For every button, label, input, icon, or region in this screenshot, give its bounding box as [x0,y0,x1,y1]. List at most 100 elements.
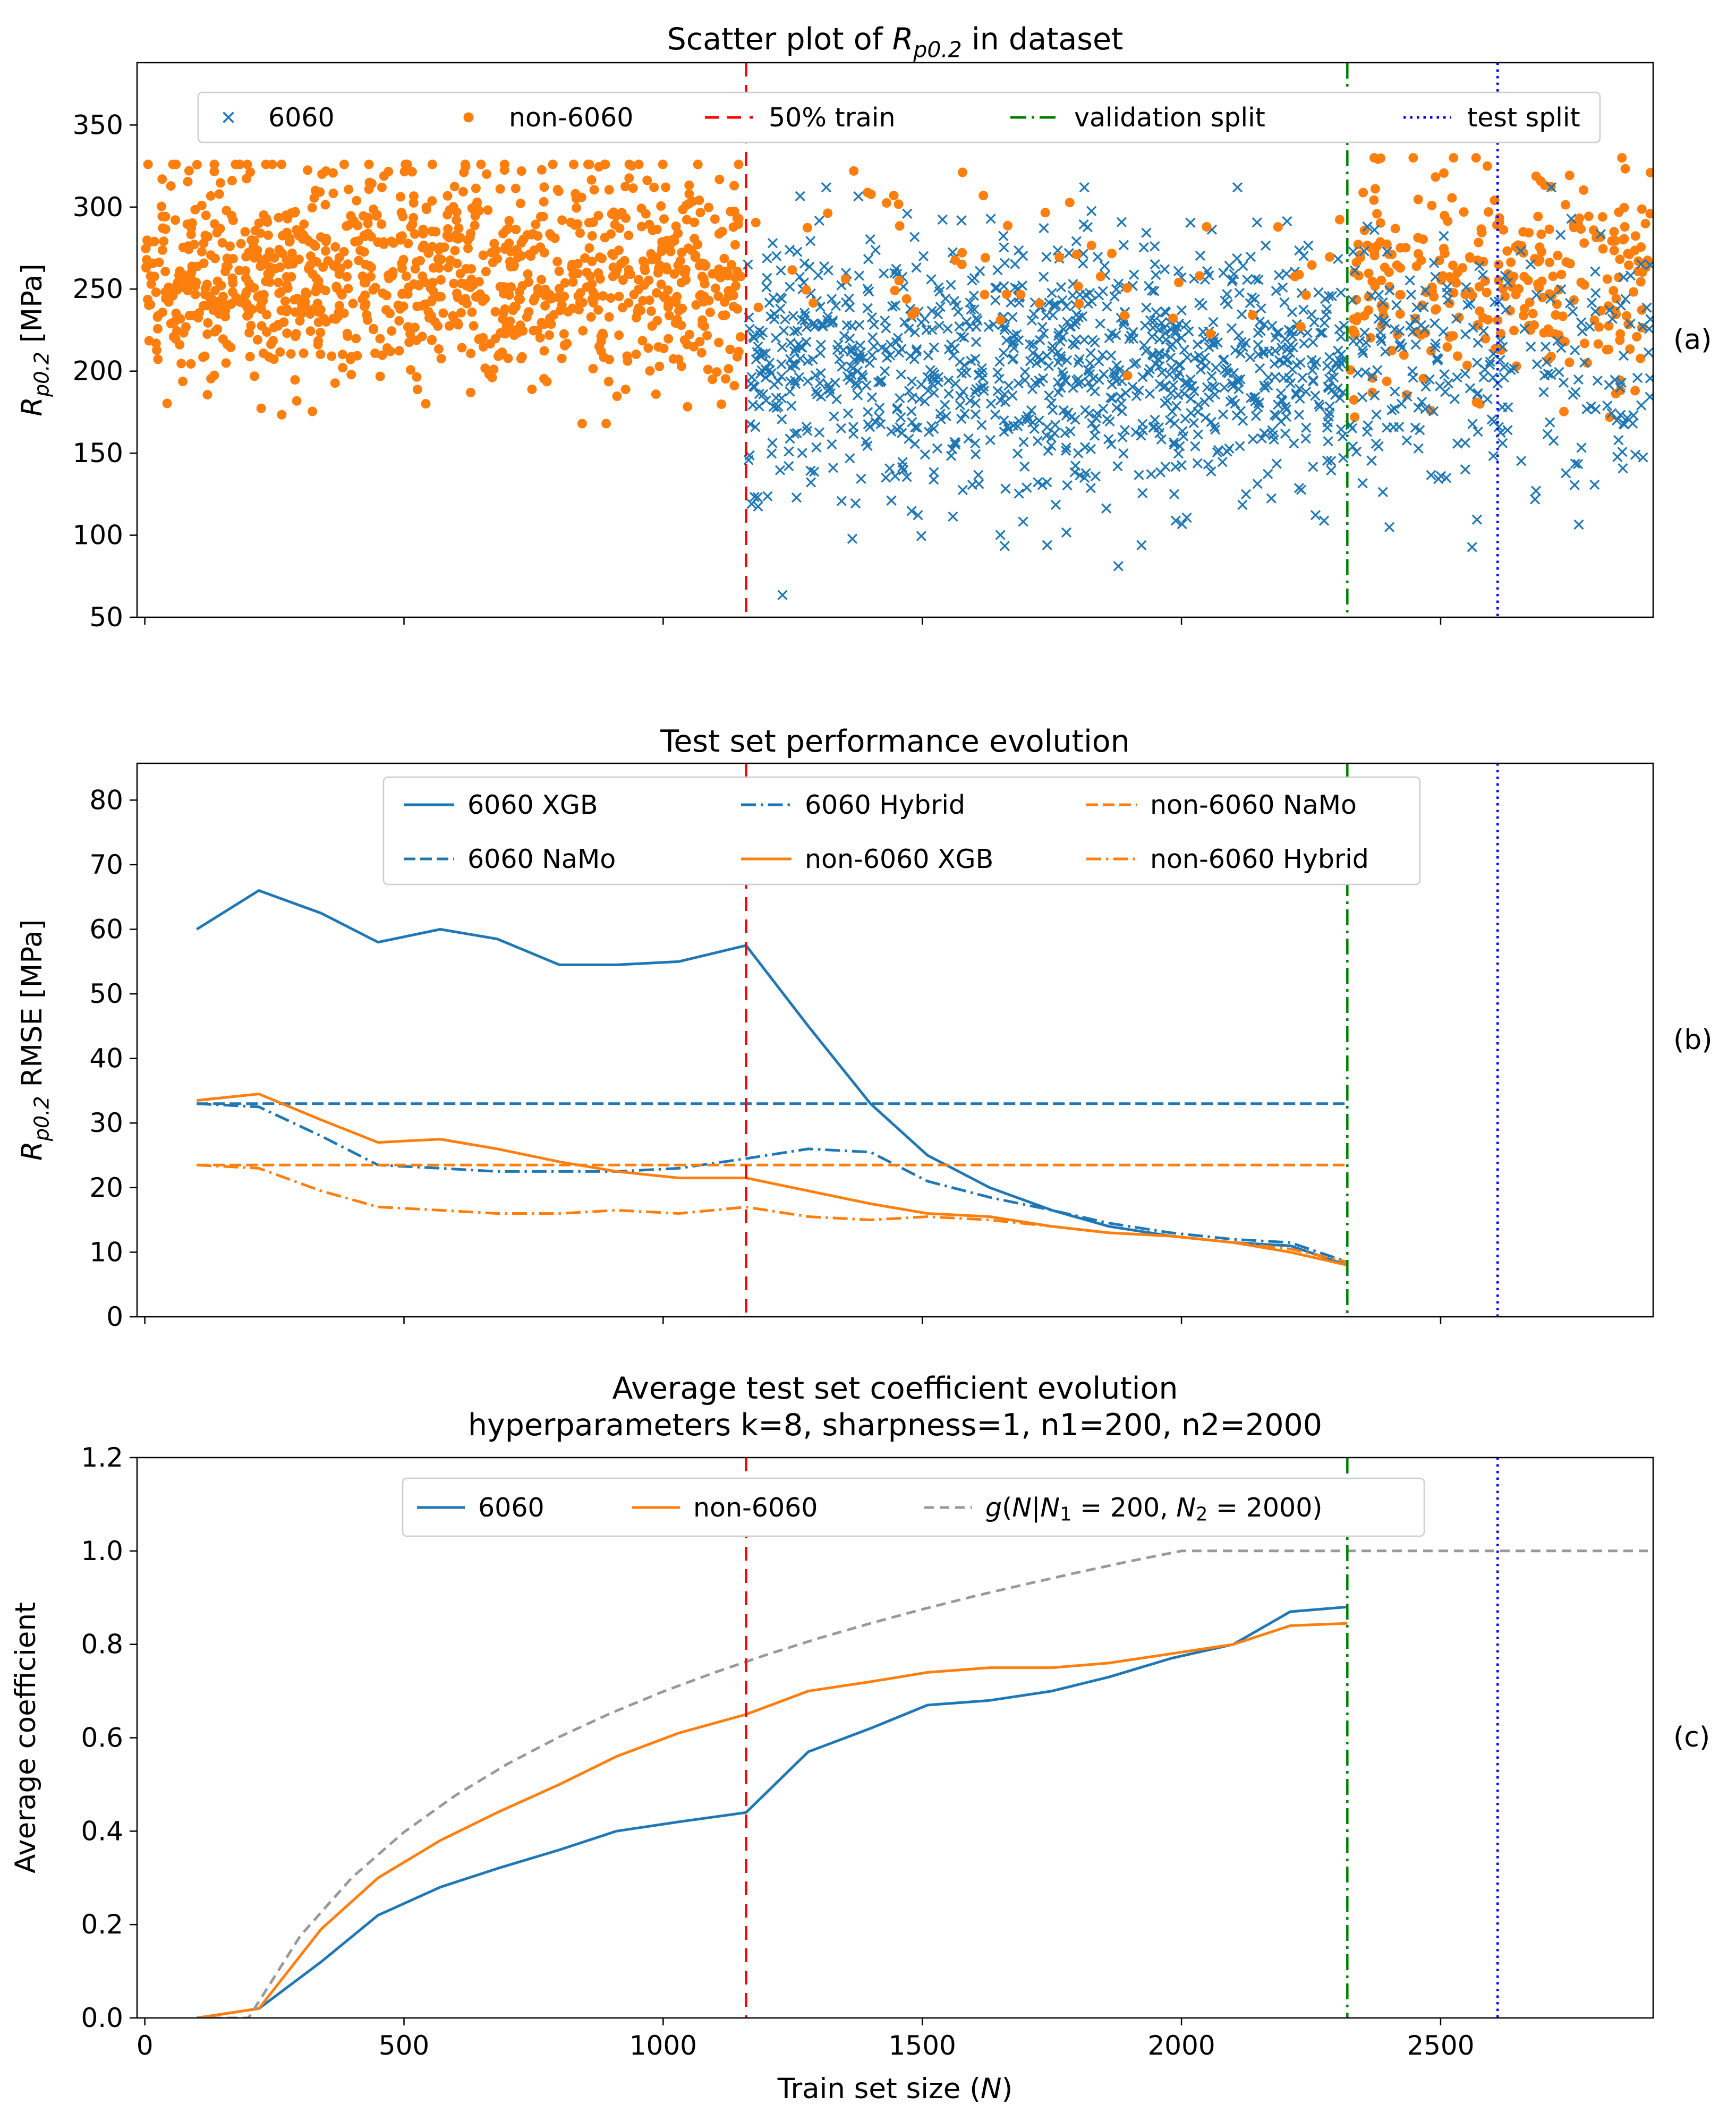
marker-dot-non6060 [1367,373,1377,383]
marker-x-6060 [1287,331,1298,342]
marker-dot-non6060 [618,275,628,285]
marker-x-6060 [1429,318,1440,329]
marker-dot-non6060 [720,310,730,320]
marker-x-6060 [790,360,801,371]
marker-dot-non6060 [620,182,630,192]
marker-x-6060 [909,327,920,338]
marker-x-6060 [881,344,892,355]
marker-dot-non6060 [1354,271,1364,280]
marker-dot-non6060 [546,294,556,304]
marker-x-6060 [1332,383,1343,394]
marker-x-6060 [891,263,901,274]
marker-x-6060 [978,381,989,392]
marker-dot-non6060 [649,182,659,192]
marker-x-6060 [1519,323,1530,334]
y-tick-label: 30 [89,1108,123,1138]
marker-dot-non6060 [1478,313,1488,323]
marker-dot-non6060 [682,215,692,225]
marker-x-6060 [1424,374,1435,385]
marker-x-6060 [1485,356,1495,367]
marker-dot-non6060 [711,283,721,293]
marker-x-6060 [1165,352,1176,363]
marker-dot-non6060 [404,337,414,347]
marker-x-6060 [865,234,875,245]
marker-dot-non6060 [1636,353,1646,363]
marker-x-6060 [1144,388,1155,399]
marker-x-6060 [1324,352,1335,362]
marker-dot-non6060 [287,248,297,258]
marker-x-6060 [943,344,955,355]
marker-x-6060 [1351,446,1362,457]
marker-x-6060 [1043,361,1054,371]
marker-x-6060 [1394,326,1405,336]
marker-x-6060 [1236,309,1247,320]
marker-dot-non6060 [445,205,455,215]
marker-dot-non6060 [273,277,283,287]
marker-x-6060 [1181,512,1192,523]
marker-x-6060 [844,302,855,313]
marker-dot-non6060 [305,309,315,319]
marker-dot-non6060 [677,361,686,371]
marker-dot-non6060 [316,350,326,359]
marker-dot-non6060 [342,328,352,338]
marker-dot-non6060 [1413,194,1423,205]
marker-x-6060 [1359,327,1370,338]
marker-x-6060 [1092,408,1102,419]
marker-dot-non6060 [444,321,454,331]
marker-dot-non6060 [1382,376,1392,386]
marker-x-6060 [1318,515,1330,526]
marker-dot-non6060 [439,242,449,252]
marker-dot-non6060 [1474,237,1484,248]
marker-x-6060 [814,378,826,388]
marker-dot-non6060 [1369,195,1379,205]
marker-dot-non6060 [1589,315,1599,325]
marker-dot-non6060 [418,243,428,253]
marker-x-6060 [1057,295,1068,306]
marker-x-6060 [1053,330,1063,341]
marker-x-6060 [1232,253,1243,264]
series-6060-xgb [195,889,1348,1267]
marker-x-6060 [995,395,1006,406]
marker-x-6060 [1590,288,1601,299]
marker-dot-non6060 [704,202,713,212]
marker-x-6060 [1160,461,1171,472]
marker-x-6060 [1029,423,1040,435]
marker-x-6060 [890,471,900,481]
marker-x-6060 [807,319,819,329]
marker-dot-non6060 [427,196,437,206]
marker-x-6060 [1162,396,1173,406]
marker-x-6060 [1102,301,1112,312]
marker-dot-non6060 [409,191,419,201]
marker-dot-non6060 [202,390,212,400]
marker-dot-non6060 [409,198,419,208]
marker-x-6060 [906,406,917,416]
marker-dot-non6060 [330,378,340,388]
marker-x-6060 [1074,354,1085,364]
marker-x-6060 [1254,316,1265,327]
marker-x-6060 [1308,462,1318,472]
scatter-group-6060-1 [743,182,1349,600]
marker-x-6060 [1219,382,1230,393]
marker-x-6060 [1085,483,1096,493]
marker-x-6060 [1467,419,1478,429]
marker-x-6060 [1396,398,1407,409]
marker-dot-non6060 [516,324,526,334]
marker-x-6060 [1540,342,1551,352]
marker-x-6060 [1061,527,1072,538]
marker-x-6060 [1012,448,1023,459]
marker-x-6060 [780,314,790,325]
marker-dot-non6060 [418,224,428,234]
marker-dot-non6060 [1579,280,1589,290]
marker-dot-non6060 [286,272,296,282]
marker-x-6060 [1335,424,1347,435]
marker-x-6060 [1210,424,1221,435]
marker-dot-non6060 [216,178,226,188]
marker-x-6060 [1415,424,1425,436]
marker-x-6060 [1452,372,1462,383]
marker-dot-non6060 [1202,222,1212,232]
marker-x-6060 [1043,446,1053,456]
marker-dot-non6060 [624,173,634,183]
marker-dot-non6060 [143,159,153,169]
marker-dot-non6060 [352,195,362,206]
marker-dot-non6060 [601,419,611,429]
